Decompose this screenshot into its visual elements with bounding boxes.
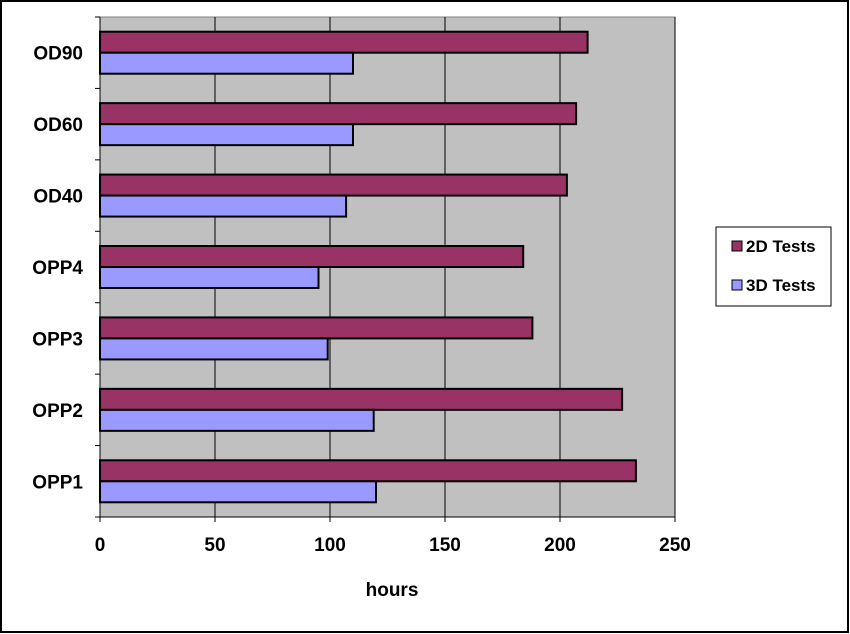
legend-box — [715, 226, 832, 307]
x-tick-label: 0 — [95, 535, 106, 556]
bar-opp3-3d — [99, 337, 329, 361]
bar-od90-2d — [99, 30, 589, 54]
y-tick-label: OD60 — [33, 115, 83, 136]
bar-opp4-3d — [99, 266, 320, 289]
bar-opp1-2d — [99, 459, 637, 483]
x-tick-label: 150 — [429, 535, 461, 556]
x-tick-label: 200 — [544, 535, 576, 556]
bar-od60-3d — [99, 123, 354, 147]
x-axis-title: hours — [366, 580, 419, 601]
bar-opp3-2d — [99, 316, 534, 340]
x-tick-label: 100 — [314, 535, 346, 556]
y-tick-label: OPP4 — [32, 258, 83, 279]
bar-opp2-3d — [99, 408, 375, 432]
bars — [99, 30, 637, 504]
labels: OD90 OD60 OD40 OPP4 OPP3 OPP2 OPP1 0 50 100 150 200… — [32, 44, 691, 556]
bar-od40-2d — [99, 173, 568, 197]
x-tick-label: 250 — [659, 535, 691, 556]
legend-items: 2D Tests 3D Tests — [731, 237, 816, 295]
bar-od90-3d — [99, 51, 354, 75]
bar-od60-2d — [99, 102, 578, 126]
y-tick-label: OPP2 — [32, 401, 83, 422]
bar-opp4-2d — [99, 245, 525, 268]
y-tick-label: OPP3 — [32, 329, 83, 350]
bar-opp1-3d — [99, 480, 377, 504]
legend-label-2d: 2D Tests — [746, 237, 816, 256]
bar-opp2-2d — [99, 387, 624, 411]
x-tick-label: 50 — [204, 535, 225, 556]
bar-od40-3d — [99, 194, 348, 218]
y-tick-label: OD40 — [33, 187, 83, 208]
legend-swatch-2d — [731, 240, 743, 252]
legend-swatch-3d — [731, 279, 743, 291]
axes — [95, 16, 676, 522]
legend-label-3d: 3D Tests — [746, 276, 816, 295]
legend: 2D Tests 3D Tests — [715, 226, 832, 307]
y-tick-label: OD90 — [33, 44, 83, 65]
y-tick-label: OPP1 — [32, 472, 83, 493]
